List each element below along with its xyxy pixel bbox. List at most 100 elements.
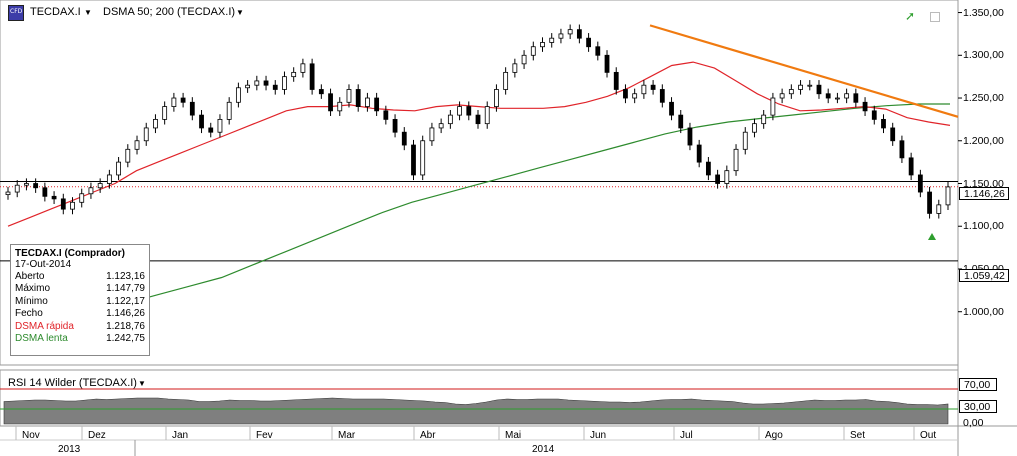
candle-body [835,97,840,100]
candle-body [125,148,131,163]
low-label: Mínimo [15,295,48,307]
candle-body [761,114,767,125]
candle-body [503,71,509,90]
candle-body [411,144,416,176]
candle-body [540,42,545,48]
maximize-icon[interactable] [930,12,940,22]
close-value: 1.146,26 [106,308,145,320]
candle-body [632,93,638,99]
candle-body [88,187,94,195]
rsi-dropdown-icon[interactable]: ▼ [138,379,146,388]
candle-body [5,191,11,196]
candle-body [263,80,269,86]
price-tick-label: 1.200,00 [963,134,1004,147]
candle-body [199,114,204,129]
candle-body [447,114,453,125]
year-label: 2014 [532,444,555,455]
candle-body [696,144,702,163]
price-tick-label: 1.300,00 [963,49,1004,62]
candle-body [816,84,822,95]
candle-body [346,89,352,103]
candle-body [595,46,601,56]
candle-body [779,93,785,99]
candle-body [217,118,223,133]
candle-body [143,127,149,142]
candle-body [374,97,380,112]
candle-body [14,184,20,193]
dsma-slow-value: 1.242,75 [106,333,145,345]
rsi-pane [0,388,958,425]
candle-body [788,89,794,95]
close-label: Fecho [15,308,43,320]
price-tick-label: 1.150,00 [963,177,1004,190]
candle-body [770,97,776,116]
month-label: Ago [765,430,783,441]
candle-body [512,63,518,73]
candle-body [927,191,932,214]
candle-body [521,54,527,65]
candle-body [825,93,831,99]
candle-body [917,174,923,193]
app-logo: CFD [8,5,24,21]
candle-body [235,87,241,103]
data-window-date: 17-Out-2014 [15,259,72,270]
candle-body [365,97,370,107]
price-tick-label: 1.350,00 [963,6,1004,19]
candle-body [116,161,121,176]
candle-body [383,110,389,120]
candle-body [226,101,232,120]
dsma-fast-value: 1.218,76 [106,320,145,332]
candle-body [392,118,398,133]
candle-body [549,37,555,43]
candle-body [97,183,103,189]
symbol-selector[interactable]: TECDAX.I [30,6,81,18]
open-label: Aberto [15,271,45,282]
candle-body [484,106,490,125]
candle-body [752,123,757,133]
candle-body [567,29,573,35]
candle-body [282,76,287,90]
rsi-title[interactable]: RSI 14 Wilder (TECDAX.I) [8,377,137,389]
month-label: Dez [88,430,106,441]
resistance-trendline[interactable] [649,24,959,118]
open-value: 1.123,16 [106,271,145,282]
month-label: Jul [680,430,693,441]
candle-body [70,201,75,210]
candle-body [715,174,721,184]
candle-body [171,97,177,107]
high-value: 1.147,79 [106,283,145,295]
trendline[interactable] [649,24,959,118]
signal-marker [928,233,936,240]
candle-body [604,54,610,73]
dsma-slow-path [94,103,950,313]
trend-tool-icon[interactable]: ➚ [905,9,916,23]
candle-body [908,157,914,176]
candle-body [733,148,739,172]
candle-body [678,114,684,129]
candle-body [890,127,896,142]
rsi-area [3,397,949,425]
symbol-dropdown-icon[interactable]: ▼ [84,8,92,17]
indicator-dropdown-icon[interactable]: ▼ [236,8,244,17]
rsi-upper-label: 70,00 [959,378,997,391]
indicator-selector[interactable]: DSMA 50; 200 (TECDAX.I) [103,6,236,18]
candle-body [420,140,426,176]
candle-body [807,84,813,87]
month-label: Mar [338,430,356,441]
candle-body [936,204,942,214]
candle-body [106,174,112,184]
low-value: 1.122,17 [106,295,145,307]
candle-body [51,195,57,200]
candle-body [438,123,444,129]
candle-body [79,193,85,203]
candle-body [291,71,297,78]
candle-body [576,29,582,39]
candle-body [705,161,711,176]
candle-body [162,106,168,120]
candle-body [328,93,333,112]
candle-body [558,33,564,39]
candle-body [530,46,536,56]
price-tick-label: 1.100,00 [963,220,1004,233]
dsma-fast-line [7,61,951,227]
